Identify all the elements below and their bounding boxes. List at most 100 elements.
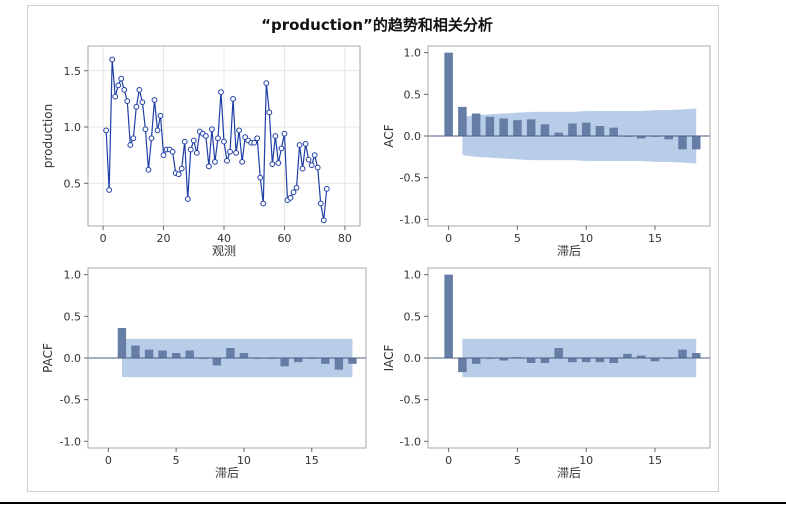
pacf-bar bbox=[212, 358, 222, 366]
pacf-bar bbox=[131, 345, 140, 358]
trend-point bbox=[320, 217, 327, 224]
acf-bar bbox=[636, 136, 646, 139]
trend-point bbox=[178, 165, 185, 172]
pacf-ytick-label: 0.0 bbox=[64, 352, 82, 365]
pacf-xtick-label: 10 bbox=[237, 454, 251, 467]
trend-point bbox=[287, 194, 294, 201]
trend-point bbox=[133, 103, 140, 110]
acf-bar bbox=[526, 119, 536, 136]
pacf-bar bbox=[185, 350, 194, 358]
trend-point bbox=[151, 97, 158, 103]
pacf-bar bbox=[239, 353, 249, 358]
iacf-xtick-label: 0 bbox=[445, 454, 452, 467]
iacf-bar bbox=[609, 358, 618, 363]
trend-point bbox=[230, 95, 236, 102]
trend-point bbox=[193, 149, 200, 156]
iacf-ytick-label: 0.5 bbox=[404, 310, 422, 323]
trend-point bbox=[278, 145, 285, 152]
pacf-bar bbox=[334, 358, 344, 370]
pacf-xtick-label: 0 bbox=[105, 454, 112, 467]
figure-frame bbox=[27, 5, 719, 492]
iacf-ytick-label: 1.0 bbox=[404, 269, 422, 282]
trend-point bbox=[305, 156, 312, 163]
pacf-xtick-label: 15 bbox=[305, 454, 319, 467]
pacf-bar bbox=[348, 358, 357, 364]
trend-point bbox=[190, 137, 197, 144]
pacf-bar bbox=[280, 358, 289, 367]
acf-bar bbox=[664, 136, 673, 140]
trend-point bbox=[118, 75, 125, 82]
trend-point bbox=[175, 171, 182, 178]
pacf-bar bbox=[144, 349, 154, 358]
trend-point bbox=[205, 163, 212, 170]
trend-point bbox=[239, 158, 246, 165]
pacf-bar bbox=[321, 358, 330, 364]
pacf-bar bbox=[226, 348, 235, 358]
pacf-bar bbox=[293, 358, 303, 363]
iacf-ytick-label: -0.5 bbox=[400, 394, 421, 407]
trend-point bbox=[184, 196, 191, 202]
trend-point bbox=[272, 133, 279, 139]
trend-point bbox=[317, 200, 324, 207]
trend-point bbox=[169, 148, 176, 155]
trend-point bbox=[209, 126, 215, 133]
acf-ytick-label: -1.0 bbox=[400, 213, 421, 226]
trend-ytick-label: 0.5 bbox=[64, 177, 82, 190]
trend-point bbox=[266, 109, 273, 116]
acf-xtick-label: 10 bbox=[579, 232, 593, 245]
iacf-bar bbox=[691, 353, 701, 358]
trend-xlabel: 观测 bbox=[212, 244, 236, 258]
trend-xtick-label: 80 bbox=[338, 232, 352, 245]
trend-point bbox=[254, 135, 261, 142]
acf-ytick-label: 1.0 bbox=[404, 47, 422, 60]
trend-point bbox=[224, 157, 230, 164]
iacf-xtick-label: 15 bbox=[648, 454, 662, 467]
trend-point bbox=[296, 142, 303, 148]
acf-bar bbox=[554, 132, 563, 136]
iacf-bar bbox=[636, 355, 646, 358]
chart-title: “production”的趋势和相关分析 bbox=[261, 16, 493, 34]
iacf-bar bbox=[595, 358, 605, 363]
iacf-xlabel: 滞后 bbox=[557, 466, 581, 480]
iacf-bar bbox=[678, 349, 687, 358]
trend-point bbox=[142, 126, 149, 133]
trend-point bbox=[236, 127, 243, 134]
trend-point bbox=[302, 140, 309, 147]
iacf-bar bbox=[581, 358, 591, 363]
trend-point bbox=[275, 160, 282, 166]
iacf-bar bbox=[526, 358, 536, 363]
acf-bar bbox=[581, 122, 591, 136]
trend-point bbox=[157, 112, 164, 119]
iacf-ytick-label: -1.0 bbox=[400, 435, 421, 448]
pacf-bar bbox=[117, 328, 127, 358]
trend-xtick-label: 40 bbox=[217, 232, 231, 245]
acf-xtick-label: 5 bbox=[514, 232, 521, 245]
acf-bar bbox=[444, 52, 453, 136]
acf-ylabel: ACF bbox=[382, 124, 396, 147]
acf-xlabel: 滞后 bbox=[557, 244, 581, 258]
trend-point bbox=[103, 127, 110, 134]
trend-point bbox=[106, 187, 113, 193]
trend-xtick-label: 0 bbox=[100, 232, 107, 245]
trend-point bbox=[181, 138, 188, 145]
trend-panel: 0 20 40 60 80 0.5 1.0 1.5 观测 production bbox=[41, 45, 361, 258]
trend-point bbox=[148, 135, 155, 142]
trend-point bbox=[251, 139, 258, 146]
iacf-panel: 0 5 10 15 -1.0 -0.5 0.0 0.5 1.0 滞后 IACF bbox=[382, 267, 711, 480]
trend-xtick-label: 60 bbox=[277, 232, 291, 245]
trend-point bbox=[314, 164, 321, 171]
acf-bar bbox=[609, 127, 618, 136]
trend-point bbox=[269, 161, 276, 168]
acf-bar bbox=[513, 120, 522, 136]
pacf-ylabel: PACF bbox=[41, 343, 55, 373]
trend-point bbox=[154, 127, 161, 134]
pacf-bar bbox=[158, 350, 167, 358]
trend-point bbox=[160, 152, 167, 159]
iacf-bar bbox=[540, 358, 550, 363]
trend-point bbox=[145, 166, 152, 173]
acf-bar bbox=[458, 106, 467, 136]
iacf-xtick-label: 10 bbox=[579, 454, 593, 467]
acf-bar bbox=[678, 136, 687, 150]
acf-ytick-label: 0.0 bbox=[404, 130, 422, 143]
iacf-bar bbox=[458, 358, 467, 373]
